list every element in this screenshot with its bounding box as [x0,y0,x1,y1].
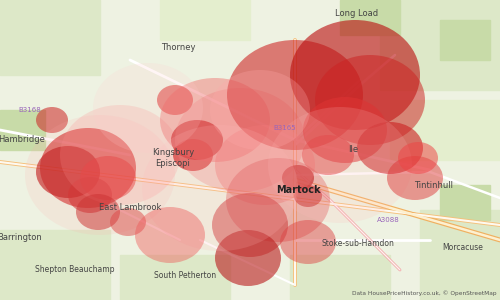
Bar [440,20,490,60]
Text: Long Load: Long Load [336,10,378,19]
Bar [160,0,250,40]
Ellipse shape [357,122,423,174]
Text: Kingsbury
Episcopi: Kingsbury Episcopi [152,148,194,168]
Bar [340,0,400,35]
Text: Hambridge: Hambridge [0,136,46,145]
Bar [440,185,490,220]
Text: Data HousePriceHistory.co.uk, © OpenStreetMap: Data HousePriceHistory.co.uk, © OpenStre… [352,290,497,296]
Ellipse shape [60,105,180,205]
Ellipse shape [157,85,193,115]
Text: Tintinhull: Tintinhull [414,182,454,190]
Ellipse shape [40,128,136,208]
Text: B3168: B3168 [18,107,42,113]
Text: A3088: A3088 [376,217,400,223]
Text: Morcacuse: Morcacuse [442,244,484,253]
Text: South Petherton: South Petherton [154,272,216,280]
Ellipse shape [171,120,223,160]
Ellipse shape [215,230,281,286]
Text: Stoke-sub-Hamdon: Stoke-sub-Hamdon [322,239,394,248]
Ellipse shape [76,194,120,230]
Ellipse shape [212,193,288,257]
Text: Shepton Beauchamp: Shepton Beauchamp [35,266,115,274]
Ellipse shape [280,220,336,264]
Bar [0,230,110,300]
Text: B3165: B3165 [274,125,296,131]
Ellipse shape [36,146,100,198]
Ellipse shape [282,165,314,191]
Ellipse shape [175,88,305,192]
Ellipse shape [290,20,420,130]
Bar [420,210,500,300]
Ellipse shape [226,158,330,242]
Bar [290,255,390,300]
Bar [380,0,500,90]
Ellipse shape [315,55,425,145]
Ellipse shape [93,63,203,153]
Bar [0,110,45,150]
Text: Ile: Ile [348,146,358,154]
Ellipse shape [398,142,438,174]
Bar [390,100,500,160]
Ellipse shape [303,97,387,163]
Ellipse shape [68,177,112,213]
Ellipse shape [387,156,443,200]
Text: East Lambrook: East Lambrook [99,202,161,211]
Ellipse shape [36,107,68,133]
Text: Martock: Martock [276,185,320,195]
Ellipse shape [25,115,175,235]
Text: Thorney: Thorney [161,43,195,52]
Ellipse shape [80,156,136,200]
Ellipse shape [227,40,363,150]
Ellipse shape [215,125,315,205]
Ellipse shape [268,107,412,223]
Bar [0,0,100,75]
Ellipse shape [160,78,270,162]
Ellipse shape [294,185,322,207]
Ellipse shape [210,70,310,150]
Ellipse shape [110,208,146,236]
Ellipse shape [302,135,354,175]
Ellipse shape [142,125,298,251]
Text: Barrington: Barrington [0,232,42,242]
Ellipse shape [173,139,213,171]
Bar [120,255,230,300]
Ellipse shape [135,207,205,263]
